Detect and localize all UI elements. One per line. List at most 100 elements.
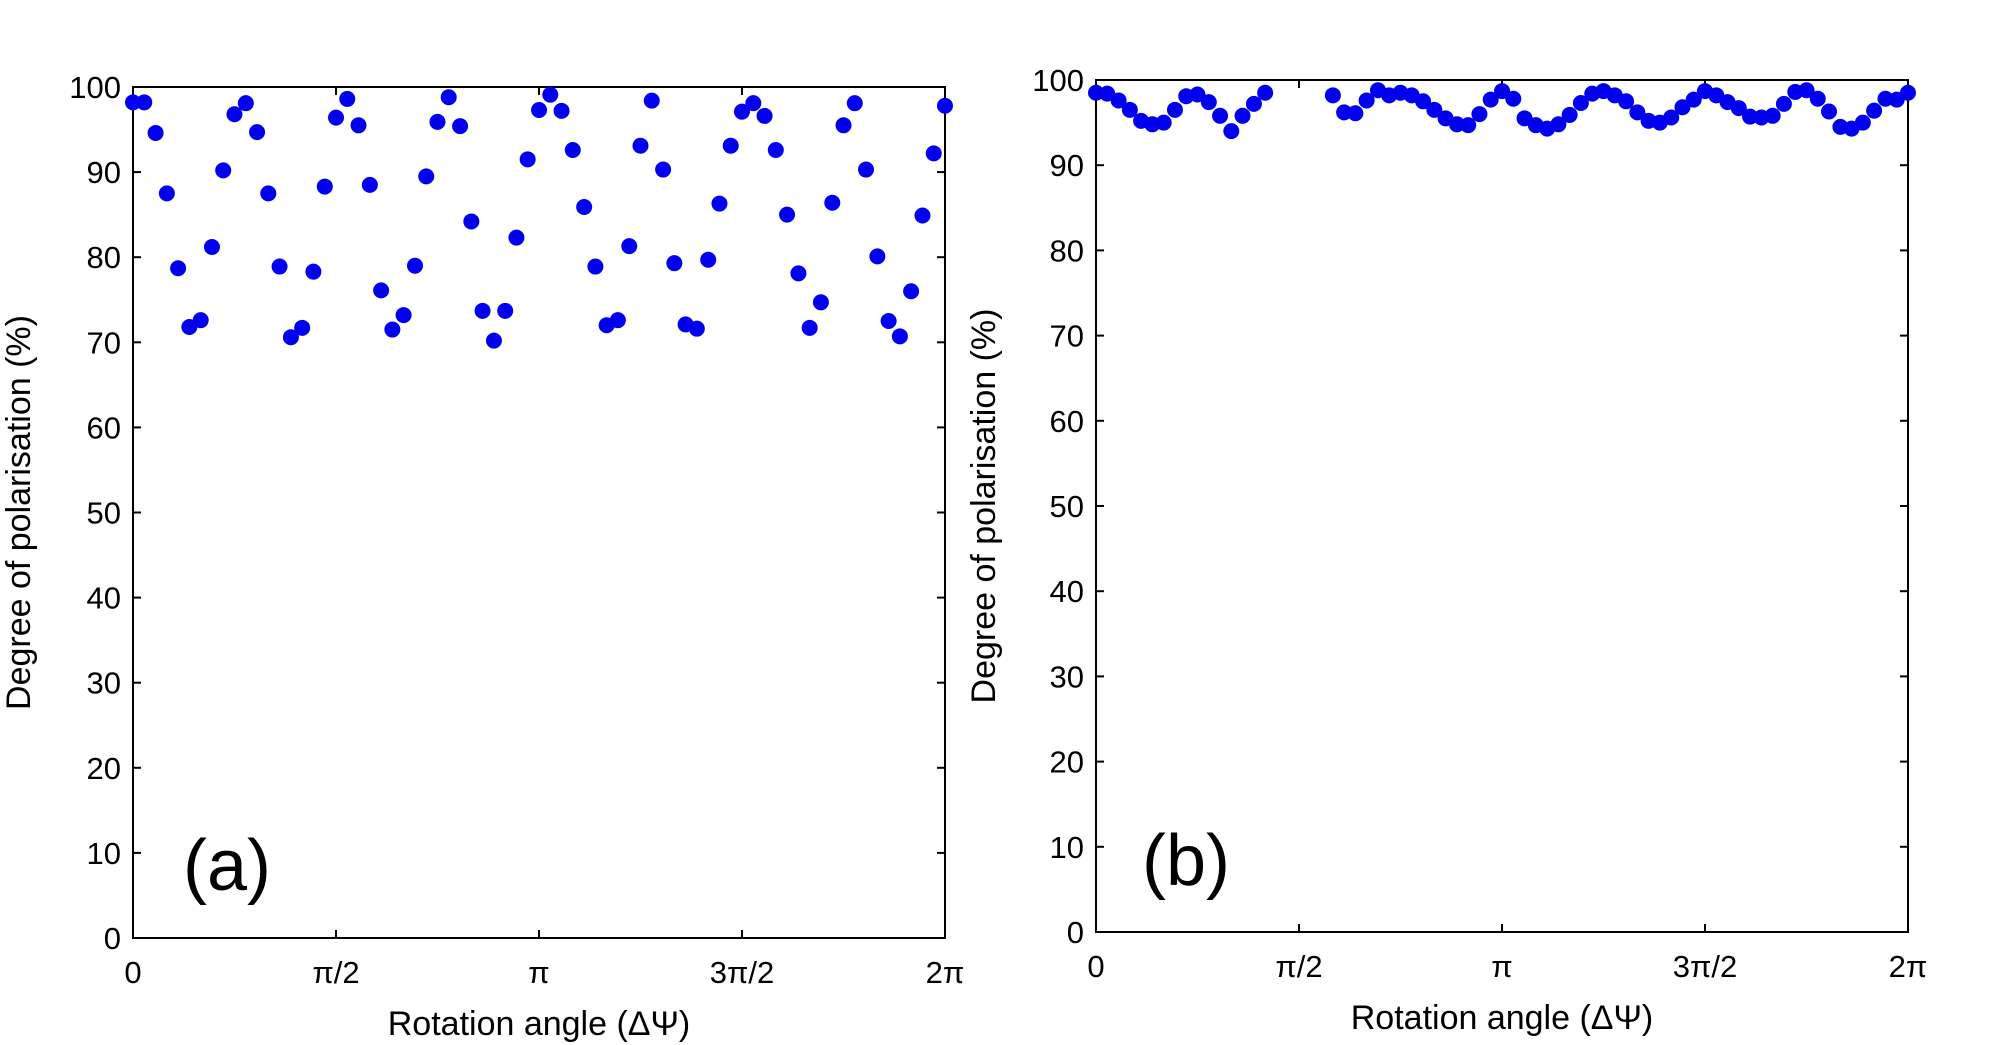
data-point (756, 107, 773, 124)
data-point (1460, 117, 1477, 134)
data-point (1505, 90, 1522, 107)
y-tick-label: 40 (87, 581, 121, 616)
data-point (869, 248, 886, 265)
x-tick-label: π/2 (1275, 949, 1322, 984)
data-point (1899, 84, 1916, 101)
data-point (846, 95, 863, 112)
data-point (1674, 99, 1691, 116)
data-point (418, 168, 435, 185)
data-point (880, 313, 897, 330)
data-point (666, 255, 683, 272)
data-point (452, 118, 469, 135)
x-tick-label: 3π/2 (710, 955, 774, 990)
data-point (485, 332, 502, 349)
x-tick-label: π (528, 955, 549, 990)
y-tick-label: 80 (87, 240, 121, 275)
data-point (835, 117, 852, 134)
data-point (519, 151, 536, 168)
data-point (361, 176, 378, 193)
data-point (249, 124, 266, 141)
data-point (497, 302, 514, 319)
data-point (1110, 92, 1127, 109)
data-point (576, 198, 593, 215)
data-point (1234, 107, 1251, 124)
data-point (215, 162, 232, 179)
data-point (914, 207, 931, 224)
data-point (1561, 106, 1578, 123)
data-point (1685, 91, 1702, 108)
y-tick-label: 30 (1050, 659, 1084, 694)
data-point (1200, 94, 1217, 111)
data-point (745, 95, 762, 112)
chart-panel-a: 0 10 20 30 40 50 60 70 80 90 100 0 π/2 π 3π/2 2π Rotatio… (0, 70, 964, 1043)
data-point (1618, 93, 1635, 110)
data-point (1347, 105, 1364, 122)
data-point (1426, 101, 1443, 118)
data-point (384, 321, 401, 338)
data-point (722, 137, 739, 154)
data-point (587, 258, 604, 275)
chart-panel-b: 0 10 20 30 40 50 60 70 80 90 100 0 π/2 π 3π/2 2π Rotatio… (965, 63, 1927, 1037)
data-point (1866, 102, 1883, 119)
data-point (158, 185, 175, 202)
data-point (779, 206, 796, 223)
data-point (1572, 95, 1589, 112)
data-point (542, 86, 559, 103)
data-point (373, 282, 390, 299)
data-point (1663, 109, 1680, 126)
data-point (903, 283, 920, 300)
data-point (700, 251, 717, 268)
data-point (1550, 116, 1567, 133)
data-point (1482, 91, 1499, 108)
data-point (226, 106, 243, 123)
data-point (1809, 90, 1826, 107)
data-point (1189, 86, 1206, 103)
data-point (767, 141, 784, 158)
x-tick-label: 2π (1889, 949, 1928, 984)
data-point (170, 260, 187, 277)
y-tick-label: 90 (1050, 148, 1084, 183)
data-point (790, 265, 807, 282)
data-point (136, 94, 153, 111)
data-point (1415, 93, 1432, 110)
data-point (936, 97, 953, 114)
y-tick-label: 50 (87, 496, 121, 531)
data-point (316, 178, 333, 195)
y-tick-label: 60 (1050, 404, 1084, 439)
data-point (1494, 83, 1511, 100)
data-point (621, 238, 638, 255)
y-tick-label: 10 (1050, 830, 1084, 865)
y-tick-label: 50 (1050, 489, 1084, 524)
y-tick-label: 100 (1032, 63, 1084, 98)
data-point (858, 161, 875, 178)
y-tick-label: 30 (87, 666, 121, 701)
y-tick-label: 10 (87, 836, 121, 871)
y-axis-label: Degree of polarisation (%) (965, 309, 1003, 704)
data-point (260, 185, 277, 202)
x-tick-label: π (1491, 949, 1512, 984)
data-point (463, 213, 480, 230)
data-point (1166, 101, 1183, 118)
data-point (1121, 101, 1138, 118)
data-point (1775, 95, 1792, 112)
data-point (1764, 107, 1781, 124)
data-point (655, 161, 672, 178)
plot-frame (1095, 79, 1909, 933)
x-tick-label: 2π (926, 955, 965, 990)
data-point (395, 307, 412, 324)
data-point (1730, 100, 1747, 117)
x-tick-label: 0 (1087, 949, 1104, 984)
data-point (1223, 123, 1240, 140)
data-point (406, 257, 423, 274)
data-point (553, 102, 570, 119)
y-tick-label: 70 (1050, 319, 1084, 354)
data-point (294, 319, 311, 336)
y-axis-label: Degree of polarisation (%) (0, 315, 38, 710)
data-point (125, 94, 141, 111)
data-point (339, 90, 356, 107)
panel-label-a: (a) (183, 826, 271, 906)
data-point (305, 263, 322, 280)
y-tick-label: 20 (1050, 745, 1084, 780)
y-tick-label: 20 (87, 751, 121, 786)
